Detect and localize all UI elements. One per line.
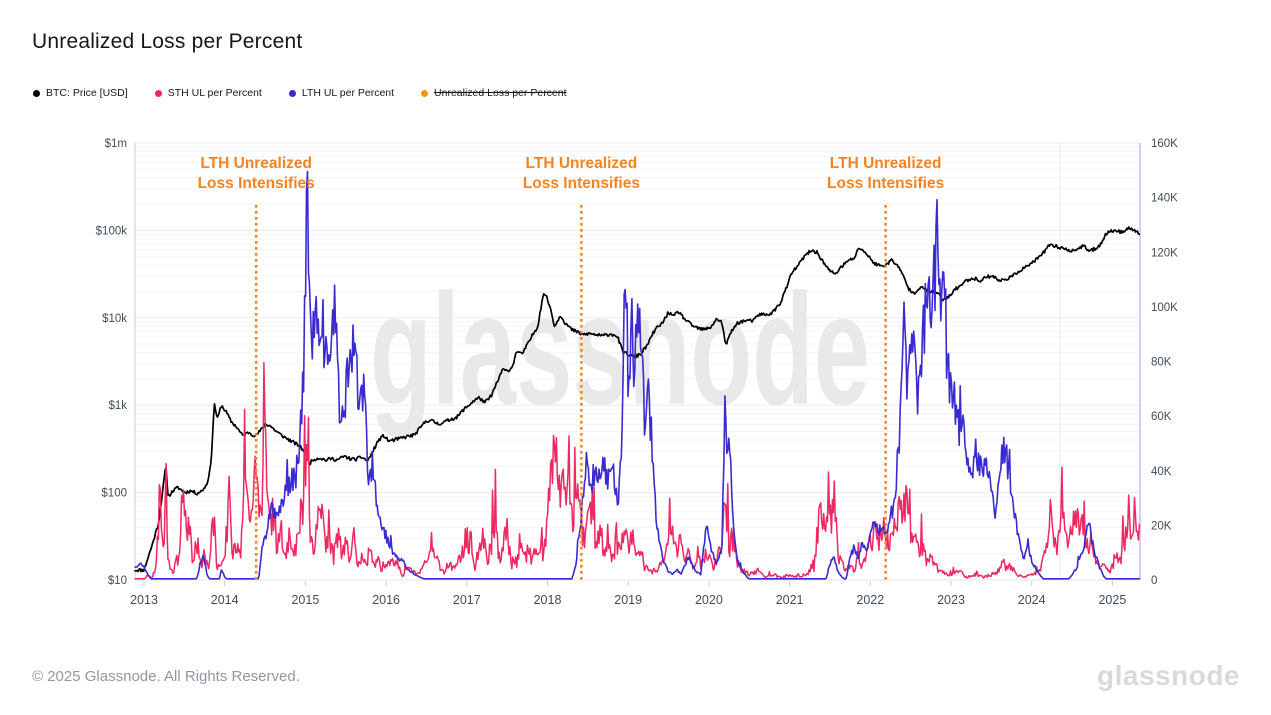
legend-item-3[interactable]: Unrealized Loss per Percent [421, 87, 567, 99]
series-lth-ul-per-percent[interactable] [134, 170, 1141, 580]
watermark: glassnode [370, 262, 870, 438]
series-btc-price[interactable] [134, 226, 1141, 573]
svg-text:2017: 2017 [453, 593, 481, 607]
annotation-0: LTH Unrealized Loss Intensifies [198, 155, 315, 580]
svg-text:40K: 40K [1151, 466, 1172, 478]
svg-text:2016: 2016 [372, 593, 400, 607]
svg-text:2020: 2020 [695, 593, 723, 607]
svg-text:120K: 120K [1151, 247, 1178, 259]
svg-text:2018: 2018 [534, 593, 562, 607]
annotation-label-line2: Loss Intensifies [198, 175, 315, 192]
svg-text:0: 0 [1151, 575, 1157, 587]
svg-text:2013: 2013 [130, 593, 158, 607]
glassnode-logo: glassnode [1097, 660, 1240, 691]
svg-text:2025: 2025 [1098, 593, 1126, 607]
svg-text:$1k: $1k [108, 400, 127, 412]
svg-text:2021: 2021 [776, 593, 804, 607]
legend-label: BTC: Price [USD] [46, 87, 128, 99]
annotation-label-line2: Loss Intensifies [523, 175, 640, 192]
annotation-label-line1: LTH Unrealized [200, 155, 312, 172]
left-axis-labels: $10 $100 $1k $10k $100k $1m [96, 138, 128, 587]
svg-text:$100k: $100k [96, 225, 128, 237]
svg-text:glassnode: glassnode [370, 262, 870, 438]
svg-text:60K: 60K [1151, 411, 1172, 423]
svg-text:160K: 160K [1151, 138, 1178, 150]
legend-item-1[interactable]: STH UL per Percent [154, 87, 262, 99]
annotation-label-line1: LTH Unrealized [830, 155, 942, 172]
svg-text:20K: 20K [1151, 520, 1172, 532]
svg-text:100K: 100K [1151, 302, 1178, 314]
annotation-2: LTH Unrealized Loss Intensifies [827, 155, 944, 580]
copyright-text: © 2025 Glassnode. All Rights Reserved. [32, 668, 300, 685]
page-title: Unrealized Loss per Percent [32, 30, 303, 53]
legend-dot [288, 89, 296, 97]
legend-dot [421, 89, 429, 97]
svg-text:$100: $100 [101, 488, 127, 500]
legend-label: LTH UL per Percent [301, 87, 395, 99]
svg-text:80K: 80K [1151, 357, 1172, 369]
svg-text:2015: 2015 [291, 593, 319, 607]
svg-text:2019: 2019 [614, 593, 642, 607]
svg-text:2014: 2014 [211, 593, 239, 607]
legend-item-0[interactable]: BTC: Price [USD] [33, 87, 128, 99]
svg-text:2024: 2024 [1018, 593, 1046, 607]
annotation-label-line2: Loss Intensifies [827, 175, 944, 192]
legend-dot [154, 89, 162, 97]
annotation-label-line1: LTH Unrealized [526, 155, 638, 172]
legend-dot [33, 89, 40, 97]
legend: BTC: Price [USD] STH UL per Percent LTH UL… [33, 87, 567, 99]
svg-text:2022: 2022 [856, 593, 884, 607]
svg-text:$10: $10 [108, 575, 127, 587]
svg-text:$10k: $10k [102, 313, 127, 325]
svg-text:$1m: $1m [105, 138, 127, 150]
x-axis-labels: 2013 2014 2015 2016 2017 2018 2019 2020 2021 2022… [130, 581, 1126, 607]
series-sth-ul-per-percent[interactable] [134, 361, 1141, 580]
svg-text:140K: 140K [1151, 193, 1178, 205]
legend-item-2[interactable]: LTH UL per Percent [288, 87, 395, 99]
right-axis-labels: 0 20K 40K 60K 80K 100K 120K 140K 160K [1151, 138, 1178, 587]
legend-label: Unrealized Loss per Percent [434, 87, 567, 99]
annotation-1: LTH Unrealized Loss Intensifies [523, 155, 640, 580]
legend-label: STH UL per Percent [167, 87, 262, 99]
svg-text:2023: 2023 [937, 593, 965, 607]
